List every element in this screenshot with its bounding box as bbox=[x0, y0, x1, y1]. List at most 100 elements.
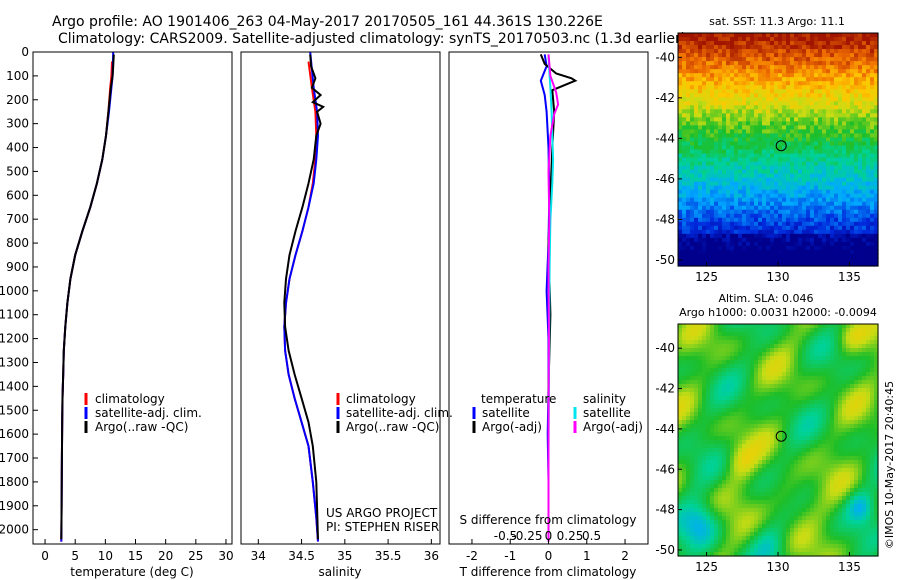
heatmap-cell bbox=[810, 360, 815, 365]
heatmap-cell bbox=[746, 137, 751, 143]
heatmap-cell bbox=[834, 368, 839, 373]
heatmap-cell bbox=[702, 368, 707, 373]
heatmap-cell bbox=[742, 428, 747, 433]
heatmap-cell bbox=[826, 444, 831, 449]
heatmap-cell bbox=[734, 348, 739, 353]
heatmap-cell bbox=[858, 384, 863, 389]
heatmap-cell bbox=[694, 81, 699, 86]
heatmap-cell bbox=[698, 157, 703, 163]
heatmap-cell bbox=[742, 105, 747, 110]
heatmap-cell bbox=[830, 217, 835, 223]
salinity-series bbox=[283, 51, 326, 542]
heatmap-cell bbox=[798, 412, 803, 417]
heatmap-cell bbox=[698, 77, 703, 82]
heatmap-cell bbox=[734, 468, 739, 473]
heatmap-cell bbox=[718, 45, 723, 50]
heatmap-cell bbox=[698, 101, 703, 106]
heatmap-cell bbox=[762, 420, 767, 425]
heatmap-cell bbox=[858, 249, 863, 255]
heatmap-cell bbox=[758, 384, 763, 389]
heatmap-cell bbox=[730, 201, 735, 207]
heatmap-cell bbox=[774, 37, 779, 42]
heatmap-cell bbox=[846, 368, 851, 373]
heatmap-cell bbox=[762, 408, 767, 413]
heatmap-cell bbox=[694, 440, 699, 445]
heatmap-cell bbox=[746, 261, 751, 267]
heatmap-cell bbox=[750, 189, 755, 195]
heatmap-cell bbox=[794, 93, 799, 98]
heatmap-cell bbox=[758, 460, 763, 465]
heatmap-cell bbox=[750, 436, 755, 441]
heatmap-cell bbox=[854, 372, 859, 377]
heatmap-cell bbox=[750, 241, 755, 247]
heatmap-cell bbox=[754, 237, 759, 243]
heatmap-cell bbox=[766, 404, 771, 409]
legend-title-temperature: temperature bbox=[481, 392, 556, 406]
heatmap-cell bbox=[854, 37, 859, 42]
heatmap-cell bbox=[746, 400, 751, 405]
heatmap-cell bbox=[738, 173, 743, 179]
heatmap-cell bbox=[698, 380, 703, 385]
heatmap-cell bbox=[714, 53, 719, 58]
heatmap-cell bbox=[810, 380, 815, 385]
heatmap-cell bbox=[814, 181, 819, 187]
heatmap-cell bbox=[830, 253, 835, 259]
heatmap-cell bbox=[718, 372, 723, 377]
heatmap-cell bbox=[782, 65, 787, 70]
heatmap-cell bbox=[834, 133, 839, 139]
heatmap-cell bbox=[806, 37, 811, 42]
heatmap-cell bbox=[710, 376, 715, 381]
heatmap-cell bbox=[766, 448, 771, 453]
heatmap-cell bbox=[742, 209, 747, 215]
heatmap-cell bbox=[778, 57, 783, 62]
heatmap-cell bbox=[858, 364, 863, 369]
heatmap-cell bbox=[786, 161, 791, 167]
heatmap-cell bbox=[722, 376, 727, 381]
heatmap-cell bbox=[742, 468, 747, 473]
heatmap-cell bbox=[806, 241, 811, 247]
heatmap-cell bbox=[870, 133, 875, 139]
heatmap-cell bbox=[850, 380, 855, 385]
heatmap-cell bbox=[686, 145, 691, 151]
heatmap-cell bbox=[770, 400, 775, 405]
heatmap-cell bbox=[726, 181, 731, 187]
heatmap-cell bbox=[718, 217, 723, 223]
heatmap-cell bbox=[734, 161, 739, 167]
heatmap-cell bbox=[810, 424, 815, 429]
heatmap-cell bbox=[702, 352, 707, 357]
heatmap-cell bbox=[830, 149, 835, 155]
heatmap-cell bbox=[678, 328, 683, 333]
heatmap-cell bbox=[686, 328, 691, 333]
heatmap-cell bbox=[818, 241, 823, 247]
heatmap-cell bbox=[722, 464, 727, 469]
heatmap-cell bbox=[702, 37, 707, 42]
heatmap-cell bbox=[826, 376, 831, 381]
heatmap-cell bbox=[850, 472, 855, 477]
heatmap-cell bbox=[858, 185, 863, 191]
heatmap-cell bbox=[862, 253, 867, 259]
heatmap-cell bbox=[754, 69, 759, 74]
heatmap-cell bbox=[702, 189, 707, 195]
heatmap-cell bbox=[806, 392, 811, 397]
heatmap-cell bbox=[802, 41, 807, 46]
heatmap-cell bbox=[810, 428, 815, 433]
heatmap-cell bbox=[758, 328, 763, 333]
heatmap-cell bbox=[770, 472, 775, 477]
heatmap-cell bbox=[706, 400, 711, 405]
heatmap-cell bbox=[750, 428, 755, 433]
heatmap-cell bbox=[726, 448, 731, 453]
heatmap-cell bbox=[854, 420, 859, 425]
heatmap-cell bbox=[766, 157, 771, 163]
heatmap-cell bbox=[786, 249, 791, 255]
heatmap-cell bbox=[770, 396, 775, 401]
heatmap-cell bbox=[858, 37, 863, 42]
heatmap-cell bbox=[690, 181, 695, 187]
heatmap-cell bbox=[802, 472, 807, 477]
heatmap-cell bbox=[682, 440, 687, 445]
heatmap-cell bbox=[822, 440, 827, 445]
heatmap-cell bbox=[846, 229, 851, 235]
heatmap-cell bbox=[810, 368, 815, 373]
heatmap-cell bbox=[774, 352, 779, 357]
heatmap-cell bbox=[742, 440, 747, 445]
heatmap-cell bbox=[854, 189, 859, 195]
